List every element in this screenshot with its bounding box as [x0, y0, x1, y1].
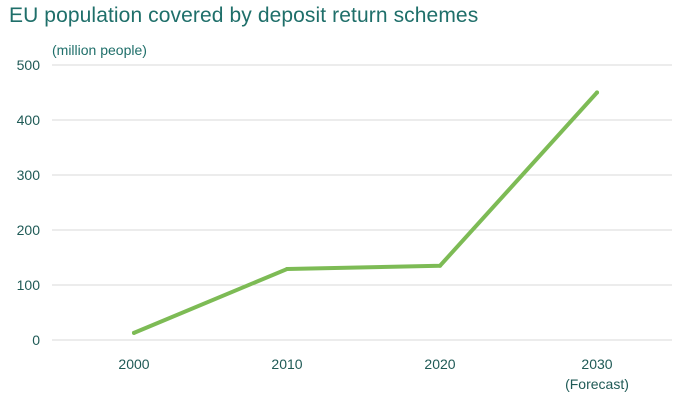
x-tick-label: 2030 — [581, 356, 612, 372]
data-point — [132, 330, 136, 335]
y-tick-label: 0 — [32, 332, 40, 348]
x-tick-label: 2000 — [118, 356, 149, 372]
y-tick-label: 300 — [17, 167, 41, 183]
data-point — [438, 263, 442, 268]
unit-label: (million people) — [52, 42, 147, 58]
data-point — [595, 90, 599, 95]
chart-title: EU population covered by deposit return … — [9, 4, 479, 27]
y-tick-label: 200 — [17, 222, 41, 238]
y-tick-label: 400 — [17, 112, 41, 128]
y-tick-label: 500 — [17, 57, 41, 73]
series-line — [132, 90, 599, 335]
y-tick-label: 100 — [17, 277, 41, 293]
data-point — [285, 267, 289, 272]
x-tick-label: 2020 — [424, 356, 455, 372]
x-tick-label: 2010 — [271, 356, 302, 372]
x-tick-sublabel: (Forecast) — [565, 376, 629, 392]
